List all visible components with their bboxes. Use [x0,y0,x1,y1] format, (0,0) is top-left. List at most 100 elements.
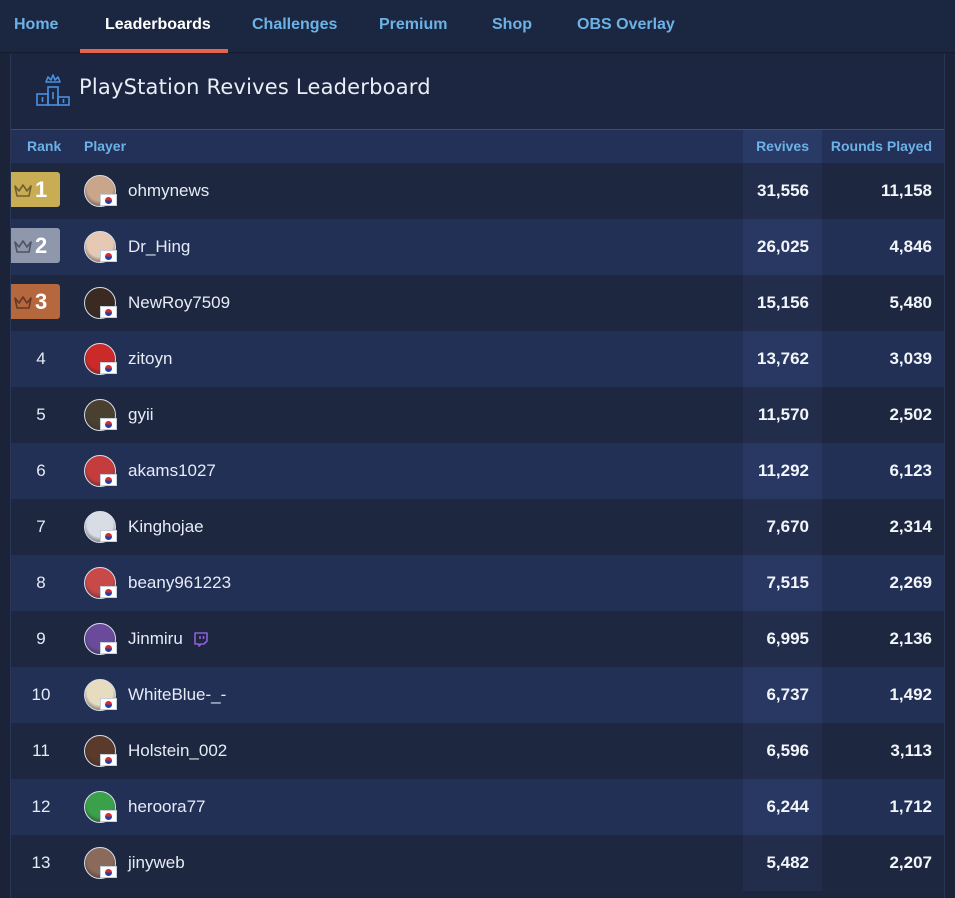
rank-number: 12 [31,797,51,816]
player-name-link[interactable]: jinyweb [128,853,185,872]
nav-challenges[interactable]: Challenges [252,16,338,33]
rank-number: 5 [36,405,46,424]
revives-cell-bg [743,387,822,443]
revives-cell-bg [743,499,822,555]
revives-cell-bg [743,611,822,667]
revives-value: 11,570 [757,405,809,424]
revives-header-bg [743,130,822,163]
rank-medal-badge: 2 [11,228,60,263]
column-rank[interactable]: Rank [27,138,62,154]
table-row[interactable]: 12 heroora77 6,244 1,712 [11,779,944,835]
player-name-link[interactable]: akams1027 [128,461,216,480]
rounds-played-value: 2,502 [889,405,932,424]
table-row[interactable]: 9 Jinmiru 6,995 2,136 [11,611,944,667]
revives-cell-bg [743,331,822,387]
south-korea-flag-icon [100,698,117,710]
rounds-played-value: 2,207 [889,853,932,872]
south-korea-flag-icon [100,418,117,430]
rounds-played-value: 1,492 [889,685,932,704]
rounds-played-value: 11,158 [880,181,932,200]
leaderboard-panel: PlayStation Revives Leaderboard Rank Pla… [10,54,945,898]
table-row[interactable]: 6 akams1027 11,292 6,123 [11,443,944,499]
rounds-played-value: 3,039 [889,349,932,368]
rank-number: 9 [36,629,46,648]
south-korea-flag-icon [100,306,117,318]
revives-value: 6,244 [766,797,809,816]
player-name-link[interactable]: Dr_Hing [128,237,191,256]
rank-number: 2 [35,233,48,258]
player-name-link[interactable]: Jinmiru [128,629,183,648]
nav-shop[interactable]: Shop [492,16,532,33]
rank-number: 13 [31,853,51,872]
rounds-played-value: 2,136 [889,629,932,648]
rounds-played-value: 6,123 [889,461,932,480]
active-tab-indicator [80,49,228,53]
south-korea-flag-icon [100,866,117,878]
revives-cell-bg [743,835,822,891]
south-korea-flag-icon [100,642,117,654]
table-row[interactable]: 2 Dr_Hing 26,025 4,846 [10,219,944,275]
table-row[interactable]: 8 beany961223 7,515 2,269 [11,555,944,611]
nav-premium[interactable]: Premium [379,16,448,33]
rounds-played-value: 3,113 [890,741,932,760]
top-nav: Home Leaderboards Challenges Premium Sho… [0,0,955,53]
table-row[interactable]: 1 ohmynews 31,556 11,158 [10,163,944,219]
table-header: Rank Player Revives Rounds Played [11,129,944,163]
revives-value: 6,995 [766,629,809,648]
player-name-link[interactable]: gyii [128,405,154,424]
revives-value: 15,156 [757,293,809,312]
rounds-played-value: 2,269 [889,573,932,592]
page-title: PlayStation Revives Leaderboard [79,75,431,99]
table-row[interactable]: 7 Kinghojae 7,670 2,314 [11,499,944,555]
revives-value: 26,025 [757,237,809,256]
rounds-played-value: 5,480 [889,293,932,312]
rank-medal-badge: 1 [11,172,60,207]
table-row[interactable]: 13 jinyweb 5,482 2,207 [11,835,944,891]
revives-cell-bg [743,723,822,779]
rounds-played-value: 4,846 [889,237,932,256]
revives-value: 11,292 [757,461,809,480]
south-korea-flag-icon [100,754,117,766]
table-row[interactable]: 11 Holstein_002 6,596 3,113 [11,723,944,779]
crown-icon [14,240,32,253]
column-rounds-played[interactable]: Rounds Played [830,138,932,154]
south-korea-flag-icon [100,530,117,542]
rank-number: 10 [31,685,51,704]
player-name-link[interactable]: ohmynews [128,181,210,200]
medal-fold [10,207,11,215]
rank-number: 1 [35,177,48,202]
player-name-link[interactable]: WhiteBlue-_- [128,685,227,704]
revives-cell-bg [743,555,822,611]
player-name-link[interactable]: Holstein_002 [128,741,228,760]
south-korea-flag-icon [100,810,117,822]
nav-obs-overlay[interactable]: OBS Overlay [577,16,675,33]
twitch-icon[interactable] [193,631,209,647]
podium-crown-icon [36,74,70,106]
rounds-played-value: 2,314 [889,517,932,536]
rank-medal-badge: 3 [11,284,60,319]
revives-value: 5,482 [766,853,809,872]
table-row[interactable]: 3 NewRoy7509 15,156 5,480 [10,275,944,331]
medal-fold [10,319,11,327]
table-row[interactable]: 10 WhiteBlue-_- 6,737 1,492 [11,667,944,723]
revives-value: 6,596 [766,741,809,760]
rank-number: 7 [36,517,46,536]
revives-cell-bg [743,275,822,331]
table-row[interactable]: 4 zitoyn 13,762 3,039 [11,331,944,387]
nav-home[interactable]: Home [14,16,59,33]
south-korea-flag-icon [100,474,117,486]
medal-fold [10,263,11,271]
revives-value: 7,670 [766,517,809,536]
leaderboard-rows: 1 ohmynews 31,556 11,158 2 Dr_Hing 26,025 4,846… [10,163,944,891]
revives-cell-bg [743,163,822,219]
nav-leaderboards[interactable]: Leaderboards [105,16,211,33]
player-name-link[interactable]: Kinghojae [128,517,204,536]
column-revives[interactable]: Revives [756,138,809,154]
column-player[interactable]: Player [84,138,127,154]
south-korea-flag-icon [100,194,117,206]
player-name-link[interactable]: NewRoy7509 [128,293,231,312]
player-name-link[interactable]: heroora77 [128,797,206,816]
player-name-link[interactable]: beany961223 [128,573,232,592]
table-row[interactable]: 5 gyii 11,570 2,502 [11,387,944,443]
player-name-link[interactable]: zitoyn [128,349,173,368]
